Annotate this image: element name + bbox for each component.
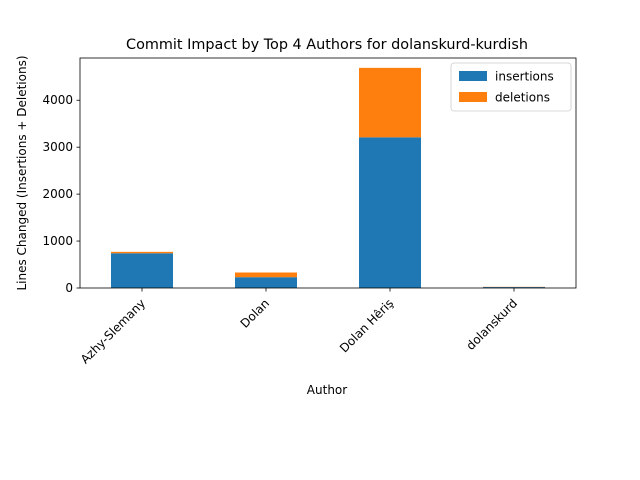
bar-insertions-1 (235, 277, 297, 288)
bar-insertions-0 (111, 253, 173, 288)
x-tick-label-1: Dolan (238, 296, 273, 331)
bar-insertions-2 (359, 137, 421, 288)
bar-deletions-0 (111, 251, 173, 254)
legend: insertions deletions (450, 62, 572, 112)
bar-deletions-2 (359, 67, 421, 138)
legend-label-deletions: deletions (495, 91, 550, 105)
y-tick-label-4: 4000 (42, 93, 73, 107)
x-tick-label-0: Azhy-Slemany (78, 296, 148, 366)
y-tick-label-0: 0 (65, 281, 73, 295)
chart-title: Commit Impact by Top 4 Authors for dolan… (126, 37, 528, 53)
legend-swatch-insertions (459, 71, 487, 81)
y-tick-label-1: 1000 (42, 234, 73, 248)
plot-frame (79, 57, 577, 289)
bars-layer (111, 67, 545, 288)
y-tick-label-2: 2000 (42, 187, 73, 201)
y-tick-label-3: 3000 (42, 140, 73, 154)
legend-swatch-deletions (459, 92, 487, 102)
bar-insertions-3 (483, 287, 545, 288)
x-axis-label: Author (307, 383, 347, 397)
y-axis-label: Lines Changed (Insertions + Deletions) (15, 55, 29, 290)
bar-deletions-1 (235, 272, 297, 278)
x-tick-label-2: Dolan Hêriş (337, 296, 396, 355)
x-tick-label-3: dolanskurd (464, 296, 521, 353)
legend-label-insertions: insertions (495, 70, 554, 84)
